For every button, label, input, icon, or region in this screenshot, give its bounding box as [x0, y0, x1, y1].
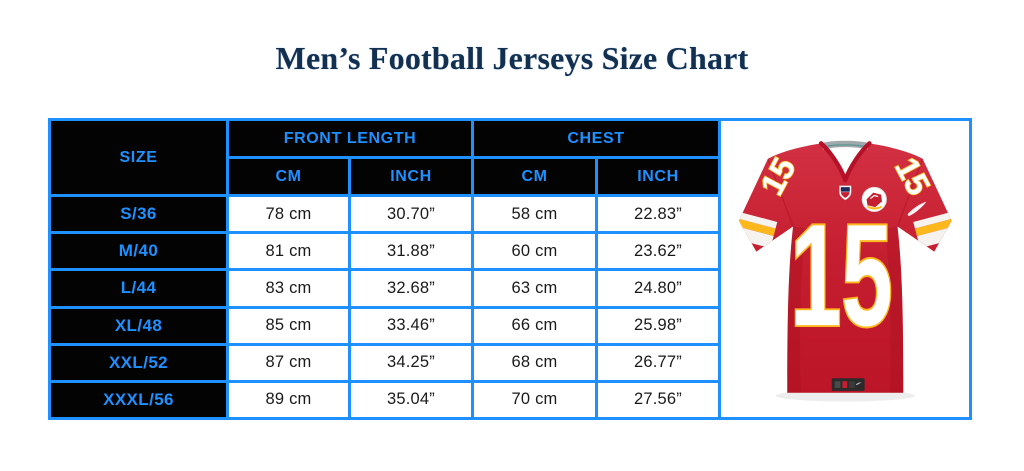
chest-cm-value: 70 cm — [511, 390, 558, 409]
size-header-label: SIZE — [119, 148, 158, 166]
team-patch-icon — [861, 186, 887, 212]
front-cm-cell: 78 cm — [229, 197, 348, 232]
front-cm-value: 81 cm — [265, 241, 312, 260]
front-inch-cell: 34.25” — [351, 345, 471, 380]
front-inch-cell: 33.46” — [351, 308, 471, 343]
jersey-number: 15 — [790, 194, 892, 356]
jersey-body — [738, 143, 952, 393]
size-chart-table: SIZE FRONT LENGTH CHEST CM INCH CM INCH — [48, 118, 972, 420]
size-cell: XL/48 — [51, 308, 226, 343]
size-cell: XXXL/56 — [51, 382, 226, 417]
page-title: Men’s Football Jerseys Size Chart — [275, 40, 749, 76]
front-length-group-header: FRONT LENGTH — [229, 121, 471, 156]
chest-cm-value: 60 cm — [511, 241, 558, 260]
jersey-photo: 15 15 — [721, 121, 969, 417]
chest-cm-cell: 66 cm — [474, 308, 595, 343]
front-inch-value: 31.88” — [387, 241, 435, 260]
front-inch-cell: 31.88” — [351, 234, 471, 269]
chest-inch-value: 25.98” — [634, 316, 682, 335]
chest-cm-cell: 58 cm — [474, 197, 595, 232]
chest-label: CHEST — [567, 129, 625, 147]
chest-inch-header: INCH — [598, 159, 718, 194]
front-inch-cell: 32.68” — [351, 271, 471, 306]
chest-cm-cell: 63 cm — [474, 271, 595, 306]
chest-cm-cell: 68 cm — [474, 345, 595, 380]
chest-cm-header: CM — [474, 159, 595, 194]
nfl-shield-icon — [838, 185, 852, 201]
jock-tag — [831, 378, 865, 391]
chest-cm-value: 68 cm — [511, 353, 558, 372]
chest-cm-value: 63 cm — [511, 278, 558, 297]
front-inch-value: 32.68” — [387, 278, 435, 297]
chest-inch-cell: 26.77” — [598, 345, 718, 380]
front-inch-value: 30.70” — [387, 204, 435, 223]
size-value: M/40 — [118, 241, 159, 261]
chest-inch-cell: 22.83” — [598, 197, 718, 232]
front-inch-header: INCH — [351, 159, 471, 194]
size-cell: S/36 — [51, 197, 226, 232]
chest-inch-value: 26.77” — [634, 353, 682, 372]
chest-inch-cell: 27.56” — [598, 382, 718, 417]
chest-inch-cell: 23.62” — [598, 234, 718, 269]
chest-cm-value: 58 cm — [511, 204, 558, 223]
chest-inch-value: 22.83” — [634, 204, 682, 223]
front-inch-value: 33.46” — [387, 316, 435, 335]
front-cm-cell: 89 cm — [229, 382, 348, 417]
size-cell: L/44 — [51, 271, 226, 306]
front-length-label: FRONT LENGTH — [283, 129, 417, 147]
front-cm-value: 85 cm — [265, 316, 312, 335]
size-value: XXL/52 — [108, 352, 169, 372]
nike-swoosh-icon — [907, 201, 927, 216]
chest-inch-cell: 25.98” — [598, 308, 718, 343]
front-cm-value: 78 cm — [265, 204, 312, 223]
chest-group-header: CHEST — [474, 121, 718, 156]
front-inch-value: 34.25” — [387, 353, 435, 372]
chest-inch-value: 23.62” — [634, 241, 682, 260]
size-value: L/44 — [120, 278, 157, 298]
front-cm-value: 83 cm — [265, 278, 312, 297]
front-cm-value: 87 cm — [265, 353, 312, 372]
chest-inch-cell: 24.80” — [598, 271, 718, 306]
front-cm-cell: 81 cm — [229, 234, 348, 269]
chest-cm-cell: 70 cm — [474, 382, 595, 417]
size-column-header: SIZE — [51, 121, 226, 194]
chest-cm-cell: 60 cm — [474, 234, 595, 269]
size-cell: XXL/52 — [51, 345, 226, 380]
size-value: S/36 — [120, 204, 157, 224]
front-cm-cell: 87 cm — [229, 345, 348, 380]
chest-inch-label: INCH — [637, 167, 679, 185]
size-value: XXXL/56 — [103, 389, 174, 409]
size-cell: M/40 — [51, 234, 226, 269]
front-cm-header: CM — [229, 159, 348, 194]
front-cm-value: 89 cm — [265, 390, 312, 409]
front-cm-cell: 83 cm — [229, 271, 348, 306]
chest-inch-value: 24.80” — [634, 278, 682, 297]
size-value: XL/48 — [114, 315, 163, 335]
chest-cm-value: 66 cm — [511, 316, 558, 335]
jersey-graphic: 15 15 — [738, 140, 952, 402]
front-inch-label: INCH — [390, 167, 432, 185]
v-neck-trim — [818, 141, 848, 183]
chest-inch-value: 27.56” — [634, 390, 682, 409]
front-cm-label: CM — [275, 167, 302, 185]
front-inch-cell: 30.70” — [351, 197, 471, 232]
front-inch-value: 35.04” — [387, 390, 435, 409]
front-cm-cell: 85 cm — [229, 308, 348, 343]
front-inch-cell: 35.04” — [351, 382, 471, 417]
chest-cm-label: CM — [521, 167, 548, 185]
